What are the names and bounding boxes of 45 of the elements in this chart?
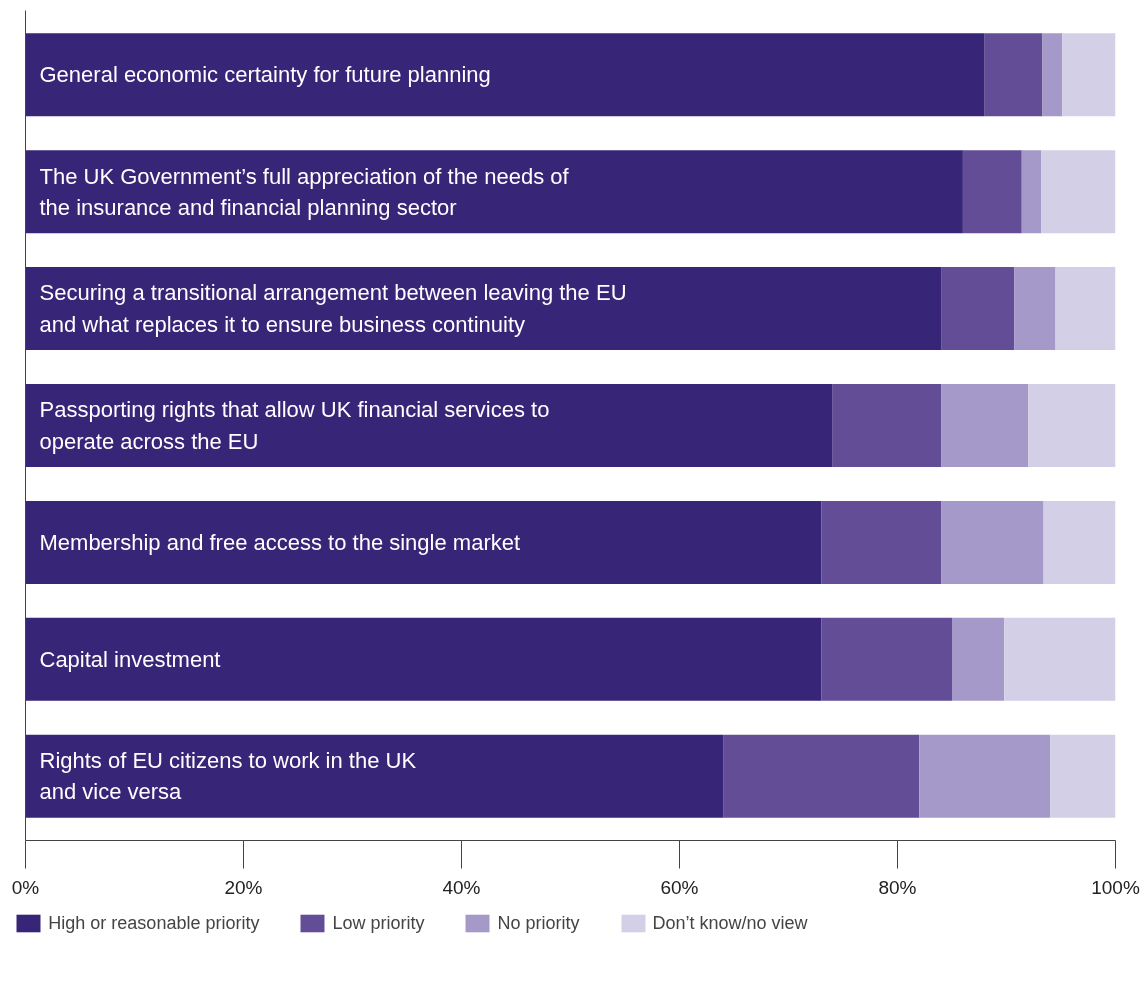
y-tick-label: Capital investment — [39, 646, 221, 672]
x-tick-label: 80% — [878, 876, 917, 898]
x-tick-label: 60% — [660, 876, 699, 898]
bar — [1041, 150, 1116, 234]
legend-label: High or reasonable priority — [48, 912, 260, 934]
bar — [962, 150, 1022, 234]
bar — [1004, 617, 1116, 701]
bar — [1050, 734, 1116, 818]
bar — [25, 617, 822, 701]
y-tick-label: Securing a transitional arrangement between leaving the EU and what replaces it to ensure business continuity — [39, 280, 627, 337]
bar — [832, 384, 942, 467]
bar — [25, 150, 963, 234]
bar — [1055, 267, 1116, 351]
bar — [1042, 33, 1063, 117]
bar — [25, 267, 942, 351]
bar — [1062, 33, 1116, 117]
y-tick-label: Passporting rights that allow UK financial services to operate across the EU — [39, 397, 550, 454]
bar — [25, 734, 724, 818]
y-tick-label: General economic certainty for future planning — [39, 62, 491, 88]
bar — [1028, 384, 1116, 467]
bar — [941, 500, 1044, 584]
x-tick-label: 100% — [1091, 876, 1140, 898]
bar — [821, 500, 942, 584]
y-tick-label: The UK Government’s full appreciation of the needs of the insurance and financial planning sector — [39, 163, 570, 220]
x-tick-label: 0% — [11, 876, 40, 898]
legend-label: Low priority — [332, 912, 425, 934]
bar — [1014, 267, 1056, 351]
bar — [25, 33, 985, 117]
y-tick-label: Membership and free access to the single market — [39, 529, 521, 555]
legend-label: Don’t know/no view — [652, 912, 808, 934]
bar — [723, 734, 920, 818]
x-tick-label: 40% — [442, 876, 481, 898]
x-tick-label: 20% — [224, 876, 263, 898]
bar — [941, 384, 1029, 467]
y-tick-label: Rights of EU citizens to work in the UK and vice versa — [39, 748, 417, 805]
bar — [821, 617, 952, 701]
bar — [919, 734, 1051, 818]
bar — [984, 33, 1043, 117]
bar — [952, 617, 1005, 701]
legend-label: No priority — [497, 912, 580, 934]
bar — [25, 500, 822, 584]
bar — [1043, 500, 1116, 584]
bar — [25, 384, 833, 467]
bar — [941, 267, 1015, 351]
bar — [1021, 150, 1042, 234]
